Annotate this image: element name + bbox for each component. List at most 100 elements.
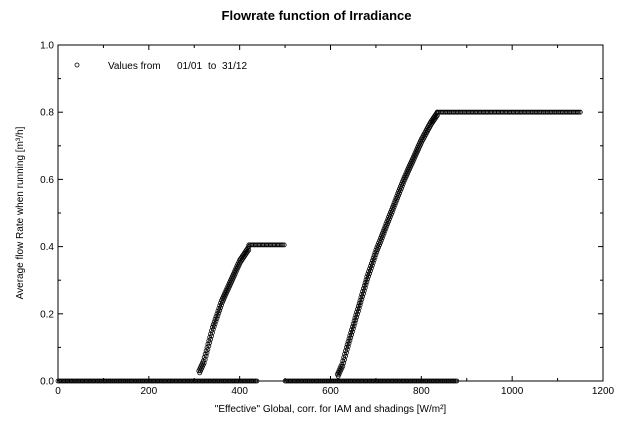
data-point — [278, 242, 284, 248]
data-point — [254, 378, 260, 384]
axis-ticks: 0 200 400 600 800 1000 1200 0.0 0.2 0.4 0.6 0.8 1.0 — [40, 41, 614, 398]
x-axis-label: "Effective" Global, corr. for IAM and sh… — [215, 404, 447, 415]
data-point — [452, 378, 458, 384]
plot-area — [57, 44, 604, 382]
x-tick-label: 1000 — [501, 386, 524, 397]
data-point — [369, 262, 375, 268]
data-point — [343, 353, 348, 359]
legend-from: 01/01 — [177, 61, 202, 72]
data-point — [371, 257, 377, 263]
data-point — [208, 336, 214, 342]
axis-labels: "Effective" Global, corr. for IAM and sh… — [15, 126, 446, 415]
data-point — [353, 317, 359, 323]
x-tick-label: 400 — [231, 386, 248, 397]
data-point — [246, 247, 252, 253]
data-point — [251, 378, 257, 384]
x-tick-label: 800 — [413, 386, 430, 397]
y-tick-label: 0.6 — [40, 175, 54, 186]
data-point — [454, 378, 460, 384]
data-point — [361, 288, 367, 294]
data-point — [209, 333, 214, 339]
data-point — [358, 299, 364, 305]
data-points — [55, 109, 583, 384]
data-point — [281, 242, 287, 248]
y-tick-label: 0.2 — [40, 309, 54, 320]
data-point — [400, 181, 406, 187]
y-tick-label: 1.0 — [40, 41, 54, 52]
data-point — [376, 244, 382, 250]
legend-to-word: to — [208, 61, 217, 72]
data-point — [360, 294, 366, 299]
data-point — [340, 363, 346, 369]
data-point — [382, 228, 388, 234]
data-point — [217, 307, 223, 313]
data-point — [346, 341, 352, 346]
data-point — [343, 350, 349, 356]
data-point — [433, 114, 439, 120]
data-point — [347, 338, 353, 344]
data-point — [359, 296, 365, 302]
y-tick-label: 0.8 — [40, 108, 54, 119]
data-point — [385, 221, 391, 227]
data-point — [342, 357, 348, 362]
data-point — [341, 360, 347, 366]
data-point — [357, 302, 363, 308]
data-point — [219, 302, 224, 308]
y-tick-label: 0.4 — [40, 242, 54, 253]
data-point — [205, 346, 211, 352]
data-point — [576, 109, 582, 115]
data-point — [215, 313, 221, 319]
data-point — [213, 318, 219, 324]
x-tick-label: 600 — [322, 386, 339, 397]
data-point — [351, 323, 357, 329]
x-tick-label: 1200 — [592, 386, 615, 397]
data-point — [344, 346, 350, 352]
legend-label: Values from — [108, 61, 161, 72]
data-point — [349, 332, 355, 338]
data-point — [373, 252, 379, 258]
data-point — [356, 305, 362, 311]
data-point — [354, 314, 360, 320]
y-tick-label: 0.0 — [40, 377, 54, 388]
data-point — [384, 223, 390, 229]
data-point — [206, 343, 212, 349]
data-point — [203, 353, 209, 359]
data-point — [366, 273, 372, 279]
data-point — [210, 326, 216, 332]
data-point — [218, 305, 224, 311]
data-point — [211, 324, 217, 330]
data-point — [212, 321, 218, 327]
data-point — [214, 316, 220, 321]
data-point — [352, 320, 358, 326]
x-tick-label: 0 — [55, 386, 61, 397]
legend-to: 31/12 — [222, 61, 247, 72]
chart-title: Flowrate function of Irradiance — [221, 8, 412, 23]
data-point — [349, 329, 355, 335]
data-point — [364, 279, 370, 285]
data-point — [355, 311, 360, 317]
data-point — [368, 268, 373, 274]
data-point — [245, 248, 251, 254]
data-point — [209, 330, 215, 336]
data-point — [216, 310, 222, 316]
data-point — [348, 335, 354, 341]
data-point — [577, 109, 583, 115]
data-point — [365, 276, 371, 282]
data-point — [368, 265, 374, 271]
data-point — [355, 308, 361, 314]
data-point — [391, 204, 397, 210]
data-point — [451, 378, 457, 384]
data-point — [393, 200, 399, 206]
data-point — [363, 282, 369, 288]
data-point — [378, 240, 383, 246]
data-point — [372, 254, 378, 260]
data-point — [367, 271, 373, 276]
plot-border — [57, 44, 604, 382]
data-point — [207, 340, 213, 346]
data-point — [350, 326, 356, 332]
data-point — [361, 291, 366, 297]
data-point — [280, 242, 286, 248]
y-axis-label: Average flow Rate when running [m³/h] — [15, 126, 26, 299]
data-point — [204, 350, 210, 356]
